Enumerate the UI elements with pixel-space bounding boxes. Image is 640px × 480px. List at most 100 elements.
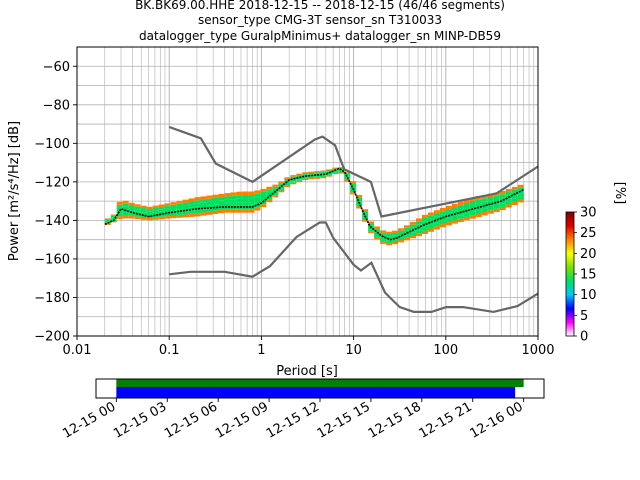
noise-model-high-line xyxy=(168,125,539,218)
plot-area-frame xyxy=(76,46,539,337)
psd-cell xyxy=(212,201,219,205)
psd-cell xyxy=(433,223,440,227)
psd-cell xyxy=(218,209,225,214)
psd-cell xyxy=(260,191,267,195)
psd-cell xyxy=(164,216,171,219)
psd-cell xyxy=(182,214,189,218)
psd-cell xyxy=(415,233,422,237)
psd-cell xyxy=(128,213,135,216)
y-tick-label: −100 xyxy=(34,137,70,152)
psd-cell xyxy=(475,210,482,214)
psd-cell xyxy=(326,169,333,171)
psd-cell xyxy=(487,207,494,211)
x-tick-label: 1000 xyxy=(521,343,554,358)
psd-cell xyxy=(475,206,482,211)
psd-cell xyxy=(457,201,464,206)
psd-cell xyxy=(308,171,315,173)
psd-cell xyxy=(505,188,512,193)
psd-cell xyxy=(433,226,440,230)
psd-cell xyxy=(392,239,399,242)
psd-cell xyxy=(248,198,255,203)
title-line-network: BK.BK69.00.HHE 2018-12-15 -- 2018-12-15 … xyxy=(135,0,505,12)
timeline-bar-data xyxy=(116,379,524,387)
noise-models xyxy=(168,125,539,314)
psd-cell xyxy=(230,209,237,213)
psd-cell xyxy=(314,177,321,179)
psd-cell xyxy=(338,172,345,174)
colorbar-tick-label: 20 xyxy=(580,247,597,262)
psd-cell xyxy=(475,199,482,204)
psd-cell xyxy=(158,206,165,210)
psd-cell xyxy=(236,195,243,199)
psd-cell xyxy=(380,239,387,242)
psd-cell xyxy=(158,209,165,212)
psd-cell xyxy=(356,194,363,198)
psd-cell xyxy=(230,205,237,210)
psd-cell xyxy=(230,202,237,206)
psd-cell xyxy=(398,230,405,233)
psd-cell xyxy=(254,203,261,208)
timeline-tick-label: 12-15 00 xyxy=(60,399,118,441)
psd-cell xyxy=(362,211,369,214)
psd-cell xyxy=(511,186,518,190)
psd-cell xyxy=(188,207,195,211)
psd-cell xyxy=(499,197,506,201)
psd-cell xyxy=(374,230,381,233)
psd-cell xyxy=(320,170,327,172)
psd-cell xyxy=(344,178,351,180)
psd-cell xyxy=(278,186,285,189)
psd-cell xyxy=(344,172,351,174)
psd-cell xyxy=(511,195,518,199)
psd-cell xyxy=(110,215,117,218)
psd-cell xyxy=(128,215,135,219)
psd-cell xyxy=(158,216,165,220)
psd-cell xyxy=(457,215,464,219)
psd-cell xyxy=(218,197,225,201)
x-tick-label: 10 xyxy=(345,343,362,358)
psd-cell xyxy=(242,195,249,199)
psd-cell xyxy=(457,211,464,216)
y-tick-label: −160 xyxy=(34,252,70,267)
psd-cell xyxy=(260,198,267,202)
psd-cell xyxy=(404,235,410,238)
psd-cell xyxy=(493,208,500,213)
psd-cell xyxy=(200,209,207,213)
psd-cell xyxy=(427,225,434,229)
psd-cell xyxy=(380,237,387,240)
psd-cell xyxy=(242,205,249,210)
psd-cell xyxy=(176,203,183,207)
psd-cell xyxy=(368,223,375,226)
psd-cell xyxy=(140,212,147,216)
psd-cell xyxy=(374,232,381,235)
psd-cell xyxy=(374,226,381,229)
psd-cell xyxy=(200,212,207,216)
psd-cell xyxy=(170,204,177,208)
psd-cell xyxy=(170,207,177,211)
psd-cell xyxy=(140,208,147,211)
psd-cell xyxy=(338,170,345,172)
psd-cell xyxy=(445,222,452,226)
psd-cell xyxy=(194,206,201,211)
psd-cell xyxy=(332,168,339,170)
psd-cell xyxy=(164,203,171,206)
psd-cell xyxy=(134,204,141,207)
y-tick-label: −60 xyxy=(43,60,70,75)
psd-cell xyxy=(230,199,237,203)
psd-cell xyxy=(511,201,518,205)
psd-cell xyxy=(248,205,255,210)
psd-cell xyxy=(296,180,303,183)
psd-cell xyxy=(164,210,171,214)
psd-cell xyxy=(451,210,458,214)
psd-cell xyxy=(469,197,476,202)
psd-cell xyxy=(386,238,393,241)
psd-cell xyxy=(296,177,303,180)
psd-cell xyxy=(392,237,399,240)
psd-cell xyxy=(374,237,381,240)
psd-cell xyxy=(140,205,147,209)
psd-cell xyxy=(284,185,291,188)
psd-cell xyxy=(188,210,195,214)
timeline-tick-label: 12-15 09 xyxy=(213,399,271,441)
psd-cell xyxy=(386,233,393,237)
psd-cell xyxy=(481,211,488,216)
